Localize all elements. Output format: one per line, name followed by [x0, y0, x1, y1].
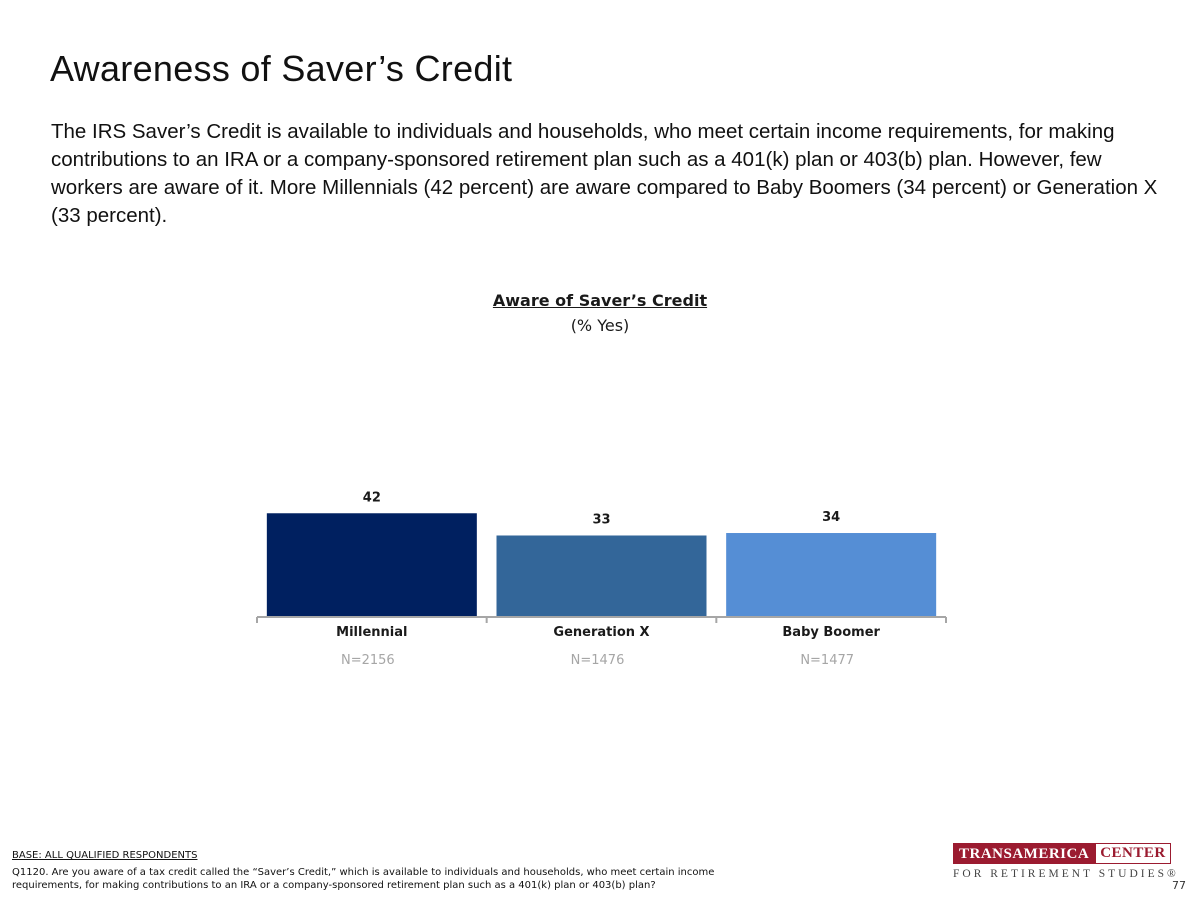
- chart-title: Aware of Saver’s Credit: [492, 291, 708, 310]
- page-description: The IRS Saver’s Credit is available to i…: [51, 120, 1158, 227]
- sample-size-label: N=1476: [571, 653, 625, 668]
- category-label: Millennial: [336, 625, 407, 640]
- bar-value-label: 34: [822, 510, 840, 525]
- bar-value-label: 42: [363, 490, 381, 505]
- logo-word-center: CENTER: [1095, 843, 1171, 864]
- question-note: Q1120. Are you aware of a tax credit cal…: [12, 867, 715, 891]
- category-label: Baby Boomer: [782, 625, 880, 640]
- chart-subtitle: (% Yes): [570, 316, 630, 335]
- bar-millennial: [266, 513, 477, 617]
- transamerica-logo: TRANSAMERICA CENTER FOR RETIREMENT STUDI…: [953, 843, 1179, 883]
- bar-generation-x: [496, 535, 707, 617]
- base-note: BASE: ALL QUALIFIED RESPONDENTS: [12, 850, 198, 861]
- logo-word-transamerica: TRANSAMERICA: [953, 843, 1096, 864]
- page-title: Awareness of Saver’s Credit: [50, 48, 513, 89]
- category-label: Generation X: [553, 625, 649, 640]
- bar-value-label: 33: [592, 512, 610, 527]
- sample-size-label: N=1477: [800, 653, 854, 668]
- bar-baby-boomer: [726, 533, 937, 617]
- logo-tagline: FOR RETIREMENT STUDIES®: [953, 868, 1179, 880]
- page-number: 77: [1172, 879, 1186, 892]
- sample-size-label: N=2156: [341, 653, 395, 668]
